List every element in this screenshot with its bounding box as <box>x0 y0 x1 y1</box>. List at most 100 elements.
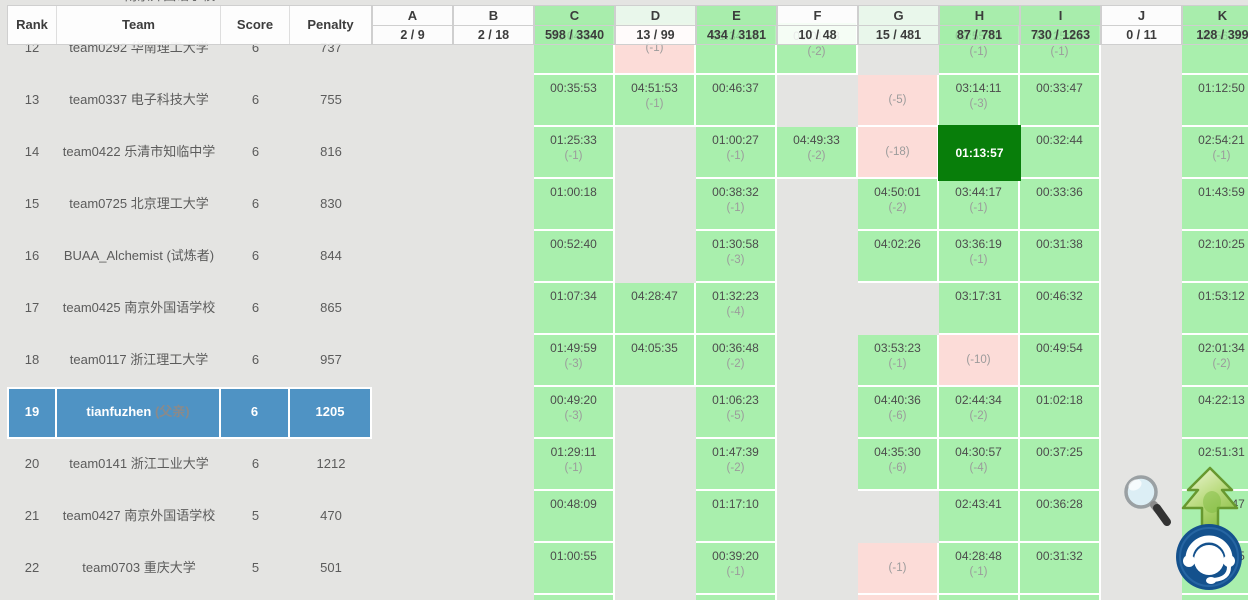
problem-cell[interactable]: (-2) <box>858 595 939 600</box>
problem-cell[interactable]: 00:39:20 (-1) <box>696 543 777 595</box>
problem-cell[interactable]: 04:02:26 <box>858 231 939 283</box>
problem-cell[interactable]: 00:36:28 <box>1020 491 1101 543</box>
problem-column-header[interactable]: B 2 / 18 <box>453 5 534 45</box>
problem-cell[interactable]: 00:52:40 <box>534 231 615 283</box>
problem-cell[interactable]: 00:31:32 <box>1020 543 1101 595</box>
problem-cell[interactable]: 04:28:48 (-1) <box>939 543 1020 595</box>
problem-cell[interactable]: 04:49:33 (-2) <box>777 127 858 179</box>
table-row[interactable]: 16 BUAA_Alchemist (试炼者) 6 844 00:52:40 01… <box>0 231 1248 283</box>
team-cell[interactable]: team0427 南京外国语学校 <box>57 491 221 543</box>
problem-cell[interactable]: 01:00:18 <box>534 179 615 231</box>
problem-cell[interactable]: 02:10:25 <box>1182 231 1248 283</box>
problem-cell[interactable]: 00:35:53 <box>534 75 615 127</box>
problem-cell[interactable]: 00:46:32 <box>1020 283 1101 335</box>
table-row[interactable]: 14 team0422 乐清市知临中学 6 816 01:25:33 (-1) 01… <box>0 125 1248 181</box>
problem-cell[interactable]: 00:33:45 <box>534 595 615 600</box>
problem-letter[interactable]: I <box>1020 5 1101 25</box>
team-cell[interactable]: tianfuzhen (父亲) <box>57 387 221 439</box>
problem-column-header[interactable]: D 13 / 99 <box>615 5 696 45</box>
team-cell[interactable]: team0426 南京外国语学校 <box>57 0 221 23</box>
problem-cell[interactable]: 00:32:44 <box>1020 127 1101 179</box>
problem-letter[interactable]: J <box>1101 5 1182 25</box>
problem-cell[interactable]: 02:01:34 (-2) <box>1182 335 1248 387</box>
back-to-top-arrow-icon[interactable] <box>1181 466 1239 530</box>
problem-cell[interactable]: 01:18:48 <box>696 595 777 600</box>
problem-column-header[interactable]: K 128 / 399 <box>1182 5 1248 45</box>
team-cell[interactable]: team0725 北京理工大学 <box>57 179 221 231</box>
problem-cell[interactable]: 04:50:01 (-2) <box>858 179 939 231</box>
problem-cell[interactable]: 00:37:25 <box>1020 439 1101 491</box>
problem-cell[interactable]: 00:33:47 <box>1020 75 1101 127</box>
problem-letter[interactable]: A <box>372 5 453 25</box>
problem-column-header[interactable]: H 87 / 781 <box>939 5 1020 45</box>
problem-letter[interactable]: G <box>858 5 939 25</box>
problem-cell[interactable]: 02:54:21 (-1) <box>1182 127 1248 179</box>
problem-letter[interactable]: H <box>939 5 1020 25</box>
problem-cell[interactable]: 03:14:11 (-3) <box>939 75 1020 127</box>
problem-cell[interactable]: (-1) <box>858 543 939 595</box>
team-cell[interactable]: team0337 电子科技大学 <box>57 75 221 127</box>
problem-cell[interactable]: (-10) <box>939 335 1020 387</box>
table-row[interactable]: 11 team0426 南京外国语学校 6 729 <box>0 0 1248 23</box>
problem-column-header[interactable]: F 10 / 48 <box>777 5 858 45</box>
problem-cell[interactable]: 00:38:32 (-1) <box>696 179 777 231</box>
problem-cell[interactable]: 04:51:53 (-1) <box>615 75 696 127</box>
problem-column-header[interactable]: J 0 / 11 <box>1101 5 1182 45</box>
problem-cell[interactable]: 00:33:36 <box>1020 179 1101 231</box>
problem-cell[interactable]: 04:22:13 <box>1182 387 1248 439</box>
problem-cell[interactable]: 01:07:34 <box>534 283 615 335</box>
problem-cell[interactable]: 00:49:54 <box>1020 335 1101 387</box>
problem-cell[interactable]: 01:00:27 (-1) <box>696 127 777 179</box>
table-row[interactable]: 13 team0337 电子科技大学 6 755 00:35:53 04:51:5… <box>0 75 1248 127</box>
problem-cell[interactable]: 01:12:50 <box>1182 75 1248 127</box>
team-cell[interactable]: team0703 重庆大学 <box>57 543 221 595</box>
problem-cell[interactable]: (-5) <box>858 75 939 127</box>
table-row[interactable]: 22 team0703 重庆大学 5 501 01:00:55 00:39:20 (… <box>0 543 1248 595</box>
magnifier-icon[interactable] <box>1120 471 1172 529</box>
team-cell[interactable]: BUAA_Alchemist (试炼者) <box>57 231 221 283</box>
problem-cell[interactable]: 03:53:23 (-1) <box>858 335 939 387</box>
problem-letter[interactable]: F <box>777 5 858 25</box>
problem-cell[interactable]: 01:29:11 (-1) <box>534 439 615 491</box>
problem-cell[interactable]: 02:43:41 <box>939 491 1020 543</box>
problem-cell[interactable]: 04:30:57 (-4) <box>939 439 1020 491</box>
problem-cell[interactable]: 00:49:20 (-3) <box>534 387 615 439</box>
problem-cell[interactable]: 01:43:59 <box>1182 179 1248 231</box>
team-cell[interactable] <box>57 595 221 600</box>
problem-cell[interactable]: 04:40:36 (-6) <box>858 387 939 439</box>
problem-cell[interactable]: 01:30:58 (-3) <box>696 231 777 283</box>
problem-letter[interactable]: K <box>1182 5 1248 25</box>
problem-letter[interactable]: C <box>534 5 615 25</box>
problem-cell[interactable]: 01:53:12 <box>1182 283 1248 335</box>
problem-cell[interactable]: 01:32:23 (-4) <box>696 283 777 335</box>
problem-cell[interactable]: 02:07:17 <box>1182 595 1248 600</box>
team-cell[interactable]: team0141 浙江工业大学 <box>57 439 221 491</box>
problem-cell[interactable]: 01:47:39 (-2) <box>696 439 777 491</box>
problem-cell[interactable]: 01:06:23 (-5) <box>696 387 777 439</box>
team-cell[interactable]: team0422 乐清市知临中学 <box>57 127 221 179</box>
problem-cell[interactable]: 02:44:34 (-2) <box>939 387 1020 439</box>
problem-cell[interactable]: (-18) <box>858 127 939 179</box>
problem-cell[interactable]: 03:36:19 (-1) <box>939 231 1020 283</box>
problem-column-header[interactable]: E 434 / 3181 <box>696 5 777 45</box>
problem-cell[interactable]: 01:13:57 <box>938 125 1021 181</box>
problem-cell[interactable]: 01:02:18 <box>1020 387 1101 439</box>
table-row[interactable]: 15 team0725 北京理工大学 6 830 01:00:18 00:38:3… <box>0 179 1248 231</box>
problem-cell[interactable]: 01:25:33 (-1) <box>534 127 615 179</box>
problem-column-header[interactable]: A 2 / 9 <box>372 5 453 45</box>
problem-cell[interactable]: 01:49:59 (-3) <box>534 335 615 387</box>
table-row[interactable]: 21 team0427 南京外国语学校 5 470 00:48:09 01:17:… <box>0 491 1248 543</box>
problem-cell[interactable]: 00:48:09 <box>534 491 615 543</box>
problem-column-header[interactable]: I 730 / 1263 <box>1020 5 1101 45</box>
problem-column-header[interactable]: C 598 / 3340 <box>534 5 615 45</box>
problem-cell[interactable]: 03:15:43 <box>939 595 1020 600</box>
problem-cell[interactable]: 01:17:10 <box>696 491 777 543</box>
problem-cell[interactable]: 00:36:48 (-2) <box>696 335 777 387</box>
table-row[interactable]: 18 team0117 浙江理工大学 6 957 01:49:59 (-3) 04:… <box>0 335 1248 387</box>
problem-cell[interactable]: 04:35:30 (-6) <box>858 439 939 491</box>
problem-letter[interactable]: B <box>453 5 534 25</box>
table-row[interactable]: 23 00:33:45 01:18:48 (-2)03:15:4301:03:39 0… <box>0 595 1248 600</box>
problem-cell[interactable]: 01:03:39 <box>1020 595 1101 600</box>
problem-column-header[interactable]: G 15 / 481 <box>858 5 939 45</box>
problem-letter[interactable]: E <box>696 5 777 25</box>
